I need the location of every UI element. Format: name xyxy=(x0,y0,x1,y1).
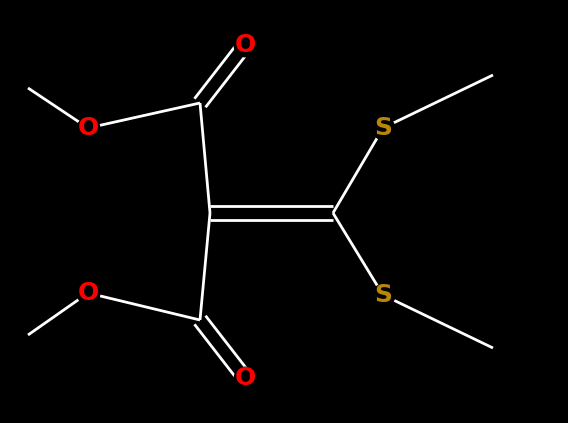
Text: O: O xyxy=(77,281,99,305)
Text: S: S xyxy=(374,283,392,307)
Text: S: S xyxy=(374,116,392,140)
Text: O: O xyxy=(235,33,256,57)
Text: O: O xyxy=(77,116,99,140)
Text: O: O xyxy=(235,366,256,390)
